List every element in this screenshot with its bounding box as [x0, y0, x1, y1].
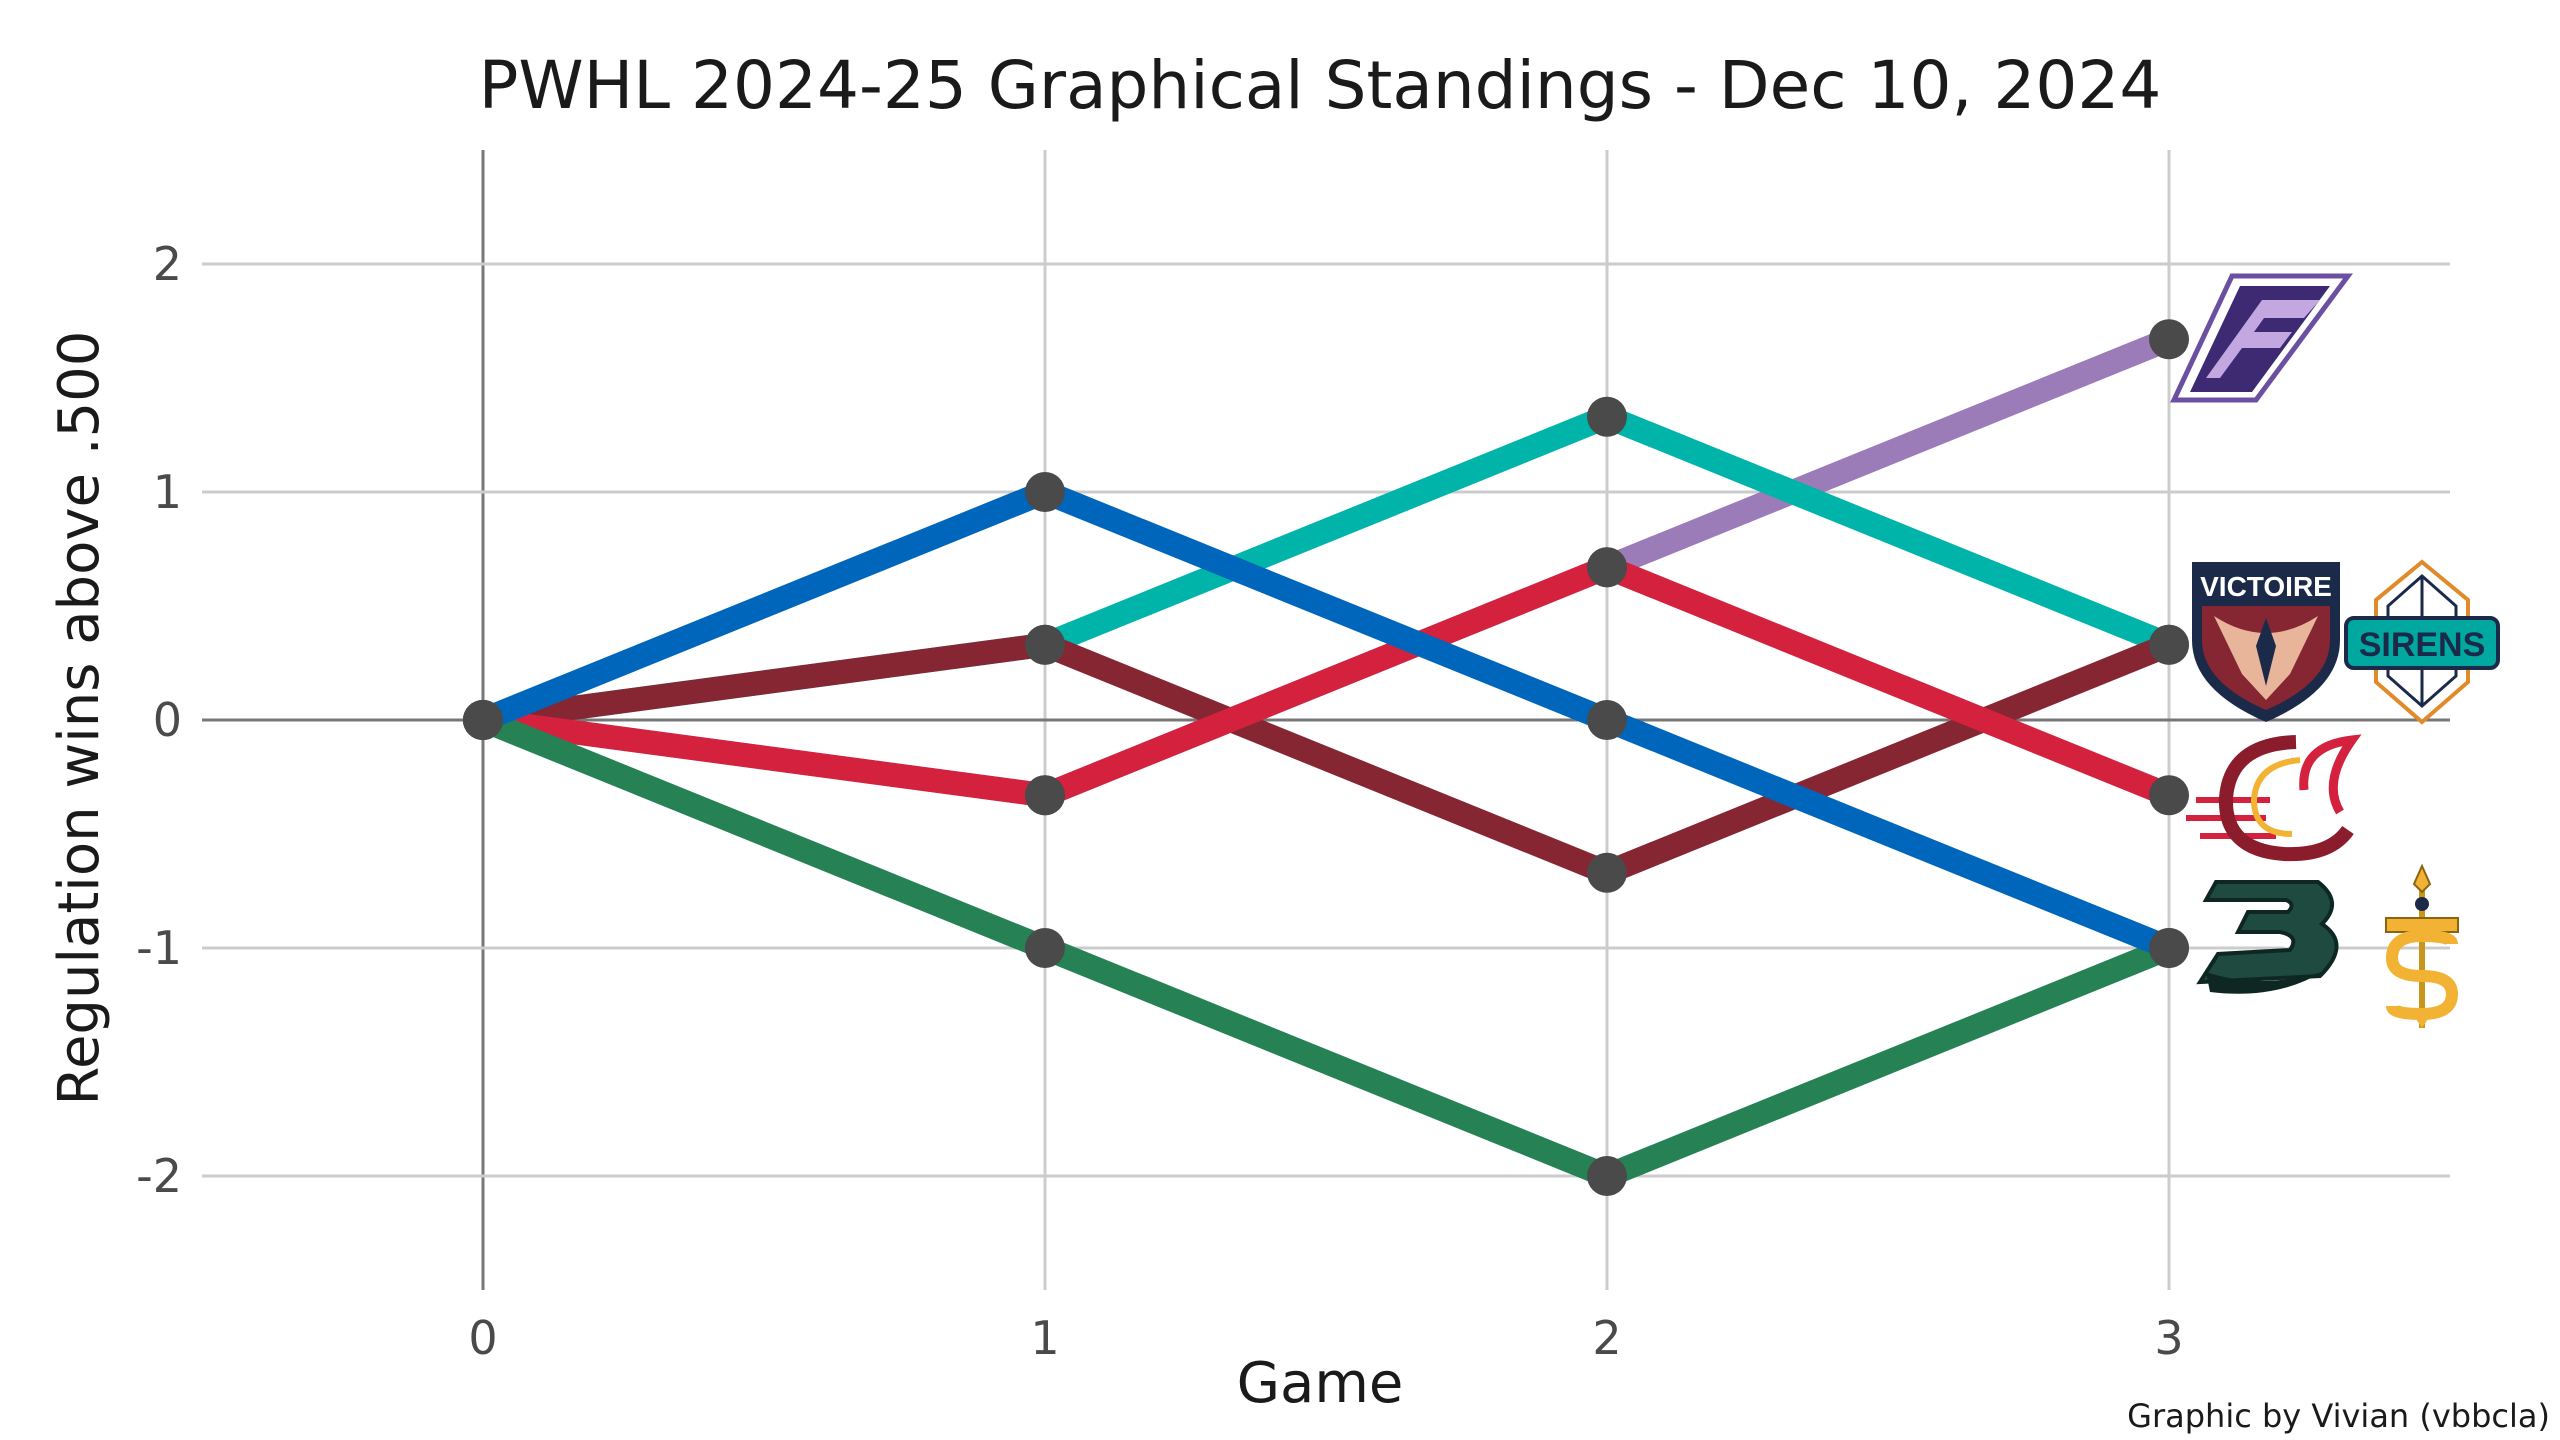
- data-point: [1587, 1156, 1627, 1196]
- series-lines: [471, 327, 2181, 1188]
- minnesota-frost-logo: [2170, 273, 2353, 403]
- y-tick-label: -2: [136, 1149, 182, 1203]
- new-york-sirens-logo: SIRENS: [2344, 559, 2500, 725]
- data-point: [2149, 928, 2189, 968]
- data-point: [1587, 852, 1627, 893]
- data-point: [1587, 700, 1627, 740]
- data-point: [1025, 624, 1065, 665]
- chart-title: PWHL 2024-25 Graphical Standings - Dec 1…: [479, 47, 2162, 124]
- x-tick-label: 2: [1592, 1311, 1621, 1365]
- boston-fleet-logo: [2196, 880, 2339, 994]
- series-line-minnesota-frost: [471, 327, 2181, 808]
- data-point: [1025, 928, 1065, 968]
- toronto-sceptres-logo: [2385, 863, 2459, 1028]
- y-axis-title: Regulation wins above .500: [47, 331, 112, 1106]
- x-tick-label: 1: [1030, 1311, 1059, 1365]
- ottawa-charge-logo: [2186, 734, 2362, 862]
- series-line-boston-fleet: [471, 708, 2181, 1188]
- y-tick-label: 1: [153, 465, 182, 519]
- data-point: [1025, 775, 1065, 816]
- data-point: [1025, 472, 1065, 512]
- x-tick-label: 0: [468, 1311, 497, 1365]
- series-line-ottawa-charge: [471, 555, 2181, 808]
- data-point: [463, 700, 503, 740]
- series-line-toronto-sceptres: [471, 480, 2181, 960]
- sirens-logo-text: SIRENS: [2359, 626, 2486, 664]
- data-point: [2149, 775, 2189, 816]
- y-tick-label: 2: [153, 237, 182, 291]
- data-points: [463, 319, 2189, 1196]
- credit-text: Graphic by Vivian (vbbcla): [2127, 1397, 2550, 1435]
- x-tick-label: 3: [2154, 1311, 2183, 1365]
- x-axis-title: Game: [1237, 1351, 1404, 1416]
- tick-labels: 0 1 2 3 2 1 0 -1 -2: [136, 237, 2184, 1365]
- y-tick-label: -1: [136, 921, 182, 975]
- data-point: [2149, 319, 2189, 360]
- victoire-logo-text: VICTOIRE: [2200, 571, 2332, 602]
- montreal-victoire-logo: VICTOIRE: [2192, 562, 2340, 722]
- series-line-montreal-victoire: [471, 632, 2181, 885]
- y-tick-label: 0: [153, 693, 182, 747]
- data-point: [2149, 624, 2189, 665]
- grid: [202, 150, 2450, 1290]
- data-point: [1587, 396, 1627, 437]
- data-point: [1587, 547, 1627, 588]
